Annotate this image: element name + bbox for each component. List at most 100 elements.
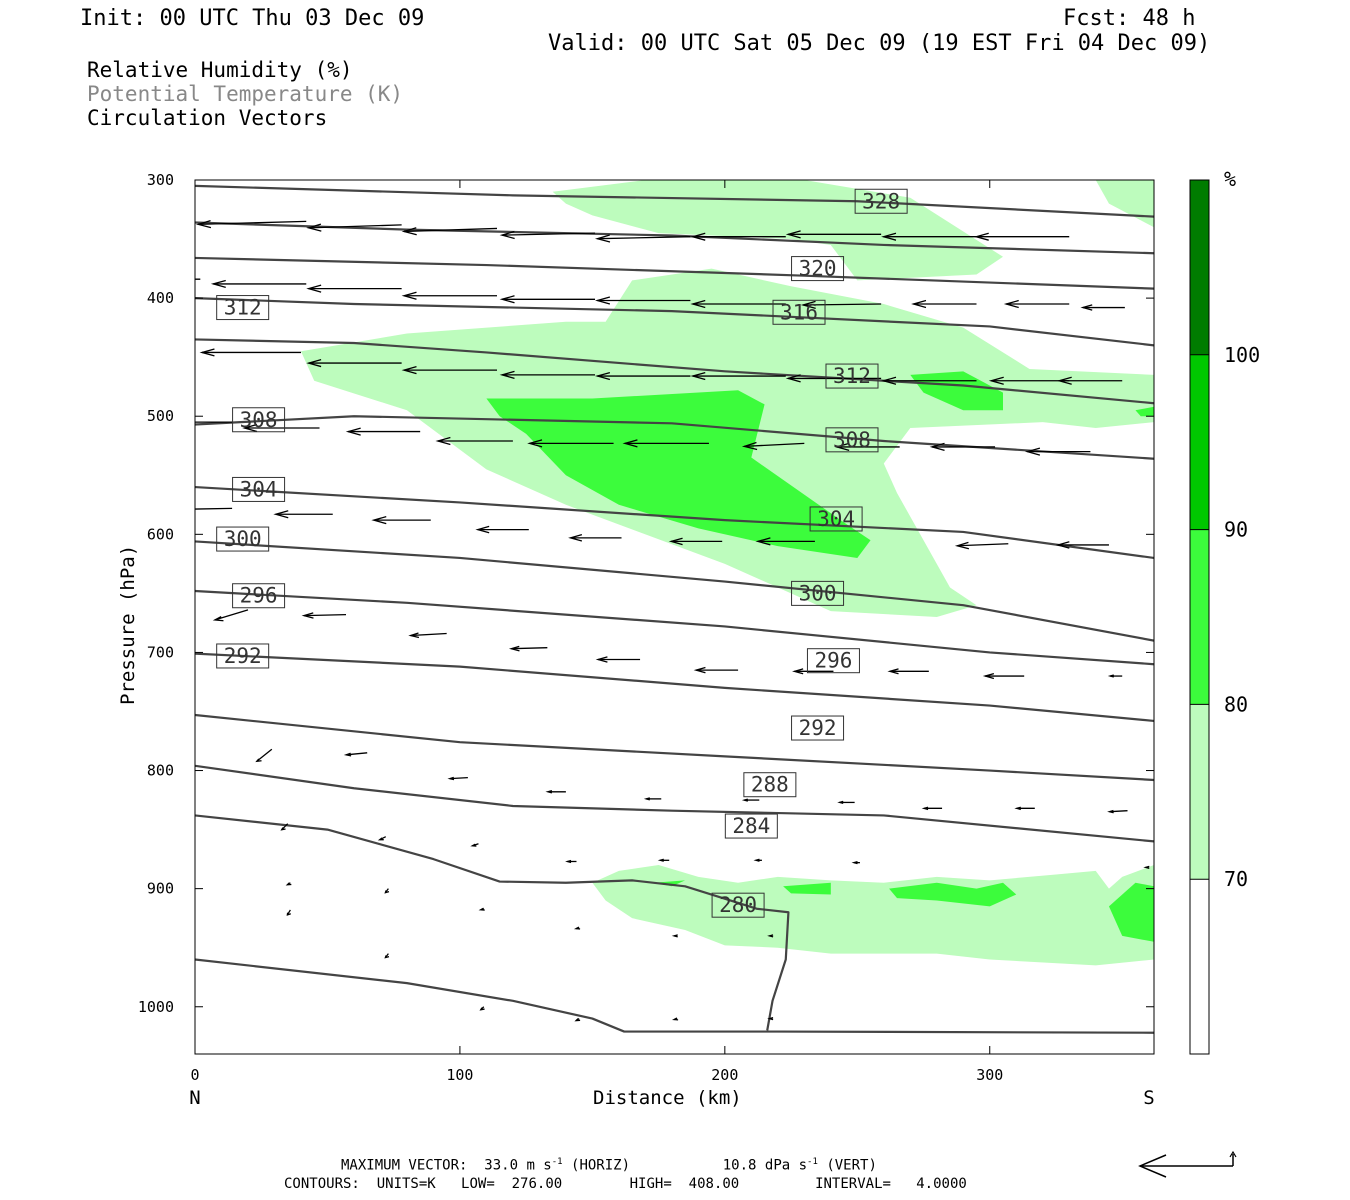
vector-arrow (837, 800, 855, 805)
svg-text:308: 308 (833, 428, 871, 452)
contour-label-296: 296 (232, 583, 286, 609)
vector-arrow (1055, 541, 1109, 549)
contour-label-328: 328 (854, 188, 908, 214)
x-tick-label: 100 (446, 1066, 473, 1084)
vector-arrow (470, 843, 479, 847)
vector-arrow (210, 279, 307, 289)
svg-text:288: 288 (751, 773, 789, 797)
theta-contour-316 (195, 297, 1154, 347)
vector-arrow (195, 278, 201, 280)
vector-arrow (479, 1006, 485, 1011)
vector-arrow (401, 366, 498, 375)
vector-arrow (1080, 304, 1125, 311)
vector-arrow (973, 232, 1070, 241)
vector-arrow (195, 220, 307, 229)
interval-label: INTERVAL= (815, 1176, 891, 1192)
horiz-exponent: -1 (551, 1157, 563, 1167)
vector-arrow (573, 926, 581, 930)
theta-contours (195, 184, 1154, 1034)
vector-arrow (408, 632, 447, 639)
legend-circulation-vectors: Circulation Vectors (87, 106, 328, 130)
vector-arrow (594, 234, 691, 243)
vector-arrow (273, 510, 333, 519)
colorbar-segment (1190, 354, 1209, 530)
contour-label-312: 312 (825, 363, 879, 389)
legend-potential-temperature: Potential Temperature (K) (87, 82, 404, 106)
vector-arrow (767, 1016, 774, 1021)
svg-text:312: 312 (224, 296, 262, 320)
contour-label-304: 304 (809, 506, 863, 532)
high-label: HIGH= (629, 1176, 672, 1192)
y-tick-label: 700 (147, 643, 174, 661)
vector-arrow (595, 656, 641, 663)
svg-text:280: 280 (719, 893, 757, 917)
x-tick-label: 200 (711, 1066, 738, 1084)
y-tick-label: 900 (147, 880, 174, 898)
vector-arrow (792, 668, 834, 675)
contour-label-300: 300 (791, 580, 845, 606)
vector-arrow (306, 284, 402, 293)
contour-label-280: 280 (711, 892, 765, 918)
y-tick-label: 400 (147, 289, 174, 307)
vector-arrow (384, 888, 390, 894)
rh-region-80 (889, 882, 1017, 907)
vector-arrow (301, 612, 347, 619)
contour-label-304: 304 (232, 476, 286, 502)
max-vector-horiz: 33.0 m s (484, 1157, 552, 1174)
rh-shading (300, 180, 1154, 966)
vector-arrow (741, 798, 760, 802)
vector-arrow (887, 668, 929, 675)
colorbar-segment (1190, 180, 1209, 355)
rh-region-80 (486, 390, 871, 558)
rh-region-70 (1095, 180, 1154, 228)
theta-contour-320 (195, 256, 1154, 290)
vector-arrow (929, 442, 996, 452)
colorbar-segment (1190, 704, 1209, 880)
vector-arrow (195, 421, 233, 423)
svg-text:304: 304 (817, 507, 855, 531)
vector-arrow (690, 232, 786, 241)
forecast-hour: Fcst: 48 h (1063, 6, 1196, 31)
theta-contour-280 (195, 814, 790, 1031)
contour-units: UNITS=K (376, 1176, 436, 1192)
contour-label-320: 320 (791, 256, 845, 282)
vector-arrow (671, 1017, 679, 1021)
y-tick-label: 1000 (138, 998, 174, 1016)
vector-arrow (671, 934, 678, 938)
vector-arrow (568, 534, 622, 542)
legend-relative-humidity: Relative Humidity (%) (87, 58, 353, 82)
vector-arrow (475, 525, 529, 534)
vector-arrow (1107, 809, 1128, 814)
low-label: LOW= (461, 1176, 495, 1192)
vector-arrow (435, 436, 513, 446)
contour-label-284: 284 (724, 813, 778, 839)
vector-arrow (401, 227, 498, 236)
vector-arrow (668, 537, 723, 546)
colorbar-level-label: 100 (1224, 343, 1260, 367)
colorbar: 70 80 90 100 (1189, 179, 1260, 1055)
vector-arrow (371, 516, 431, 525)
axes: 300 400 500 600 700 800 900 1000 0 100 200 300 (138, 171, 1154, 1084)
circulation-vectors (195, 214, 1150, 1022)
colorbar-level-label: 70 (1224, 867, 1248, 891)
vector-arrow (574, 1018, 581, 1022)
y-tick-label: 300 (147, 171, 174, 189)
colorbar-unit: % (1224, 167, 1236, 191)
vector-arrow (1014, 806, 1035, 811)
svg-text:328: 328 (862, 189, 900, 213)
theta-contour-300 (195, 540, 1154, 642)
vector-arrow (242, 423, 320, 433)
footer-contours: CONTOURS: UNITS=K LOW= 276.00 HIGH= 408.… (284, 1176, 967, 1192)
vector-arrow (834, 442, 900, 452)
vector-arrow (286, 909, 291, 916)
vector-arrow (384, 953, 390, 959)
interval-value: 4.0000 (916, 1176, 967, 1192)
vector-arrow (447, 776, 468, 781)
theta-contour-276 (195, 958, 1154, 1034)
vector-arrow (285, 882, 292, 886)
vector-arrow (741, 441, 805, 451)
svg-text:296: 296 (814, 649, 852, 673)
x-tick-label: 0 (190, 1066, 199, 1084)
max-vector-label: MAXIMUM VECTOR: (341, 1157, 468, 1174)
vector-arrow (499, 370, 596, 380)
